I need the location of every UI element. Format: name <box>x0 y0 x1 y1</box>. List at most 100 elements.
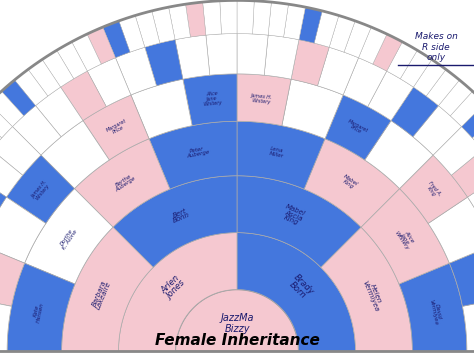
Polygon shape <box>83 95 149 160</box>
Polygon shape <box>391 87 438 137</box>
Text: James H.
Whitery: James H. Whitery <box>30 179 51 201</box>
Polygon shape <box>365 121 433 189</box>
Polygon shape <box>373 34 402 71</box>
Polygon shape <box>61 71 106 121</box>
Polygon shape <box>41 121 109 189</box>
Polygon shape <box>131 79 192 139</box>
Polygon shape <box>237 233 356 351</box>
Polygon shape <box>237 176 361 268</box>
Text: Margaret
Price: Margaret Price <box>345 118 369 137</box>
Polygon shape <box>237 121 325 189</box>
Polygon shape <box>7 263 75 351</box>
Text: Fred A.
King: Fred A. King <box>424 180 442 200</box>
Polygon shape <box>451 150 474 197</box>
Polygon shape <box>0 127 41 175</box>
Polygon shape <box>329 16 355 52</box>
Polygon shape <box>206 33 237 75</box>
Text: Mabel
King: Mabel King <box>340 174 359 191</box>
Text: Alice
Jane
Whitery: Alice Jane Whitery <box>202 91 222 107</box>
Polygon shape <box>42 50 74 87</box>
Polygon shape <box>0 115 2 150</box>
Polygon shape <box>25 189 113 284</box>
Polygon shape <box>185 2 206 37</box>
Text: Caroline
Whaley: Caroline Whaley <box>472 266 474 289</box>
Polygon shape <box>152 7 175 43</box>
Text: Bert
Bonn: Bert Bonn <box>170 207 191 224</box>
Polygon shape <box>116 47 156 95</box>
Polygon shape <box>169 4 191 40</box>
Text: Makes on
R side
only: Makes on R side only <box>415 32 457 62</box>
Text: Nancy
Houghton: Nancy Houghton <box>0 265 2 290</box>
Polygon shape <box>175 290 299 351</box>
Polygon shape <box>463 297 474 351</box>
Polygon shape <box>0 297 11 351</box>
Polygon shape <box>175 35 210 79</box>
Polygon shape <box>314 11 339 47</box>
Polygon shape <box>413 106 462 155</box>
Polygon shape <box>282 79 343 139</box>
Polygon shape <box>0 245 25 306</box>
Polygon shape <box>387 42 417 79</box>
Polygon shape <box>57 42 87 79</box>
Polygon shape <box>438 80 473 116</box>
Polygon shape <box>253 1 272 35</box>
Polygon shape <box>283 4 305 40</box>
Text: David
Vermlyea: David Vermlyea <box>428 298 443 325</box>
Polygon shape <box>87 27 116 64</box>
Polygon shape <box>321 227 412 351</box>
Polygon shape <box>462 103 474 138</box>
Polygon shape <box>183 74 237 126</box>
Polygon shape <box>304 139 400 227</box>
Polygon shape <box>400 155 467 224</box>
Text: JazzMa
Bizzy: JazzMa Bizzy <box>220 313 254 334</box>
Polygon shape <box>0 150 23 197</box>
Text: Alice
Jane
Whitery: Alice Jane Whitery <box>394 226 417 251</box>
Polygon shape <box>344 21 371 58</box>
Text: Margaret
Price: Margaret Price <box>105 118 129 137</box>
Polygon shape <box>36 87 83 137</box>
Polygon shape <box>28 60 61 96</box>
Polygon shape <box>400 50 432 87</box>
Polygon shape <box>264 35 299 79</box>
Polygon shape <box>149 121 237 189</box>
Text: James H.
Whitery: James H. Whitery <box>251 93 273 105</box>
Polygon shape <box>413 60 446 96</box>
Polygon shape <box>202 1 221 35</box>
Polygon shape <box>62 227 153 351</box>
Polygon shape <box>1 80 36 116</box>
Polygon shape <box>343 58 387 107</box>
Text: Mabel
Ascia
King: Mabel Ascia King <box>281 204 306 227</box>
Polygon shape <box>0 103 12 138</box>
Polygon shape <box>358 27 387 64</box>
Polygon shape <box>318 47 358 95</box>
Polygon shape <box>220 0 237 34</box>
Polygon shape <box>291 40 329 86</box>
Text: Peter
Auberge: Peter Auberge <box>185 146 210 159</box>
Polygon shape <box>450 91 474 127</box>
Polygon shape <box>299 7 322 43</box>
Text: Kate
Hansen: Kate Hansen <box>32 301 45 323</box>
Polygon shape <box>237 74 291 126</box>
Text: Barbara
Lakeaire: Barbara Lakeaire <box>91 279 112 311</box>
Polygon shape <box>426 69 459 106</box>
Polygon shape <box>135 11 160 47</box>
Polygon shape <box>0 91 24 127</box>
Polygon shape <box>325 95 391 160</box>
Polygon shape <box>87 58 131 107</box>
Text: Female Inheritance: Female Inheritance <box>155 334 319 348</box>
Polygon shape <box>472 115 474 150</box>
Text: Arlen
Jones: Arlen Jones <box>159 273 187 302</box>
Polygon shape <box>103 21 130 58</box>
Polygon shape <box>145 40 183 86</box>
Polygon shape <box>433 127 474 175</box>
Polygon shape <box>268 2 289 37</box>
Polygon shape <box>118 233 237 351</box>
Polygon shape <box>449 245 474 306</box>
Text: Helen
Vermlyea: Helen Vermlyea <box>361 278 384 312</box>
Text: Lena
Miller: Lena Miller <box>268 146 285 159</box>
Polygon shape <box>119 16 145 52</box>
Polygon shape <box>12 106 61 155</box>
Polygon shape <box>237 33 268 75</box>
Polygon shape <box>7 155 74 224</box>
Polygon shape <box>399 263 467 351</box>
